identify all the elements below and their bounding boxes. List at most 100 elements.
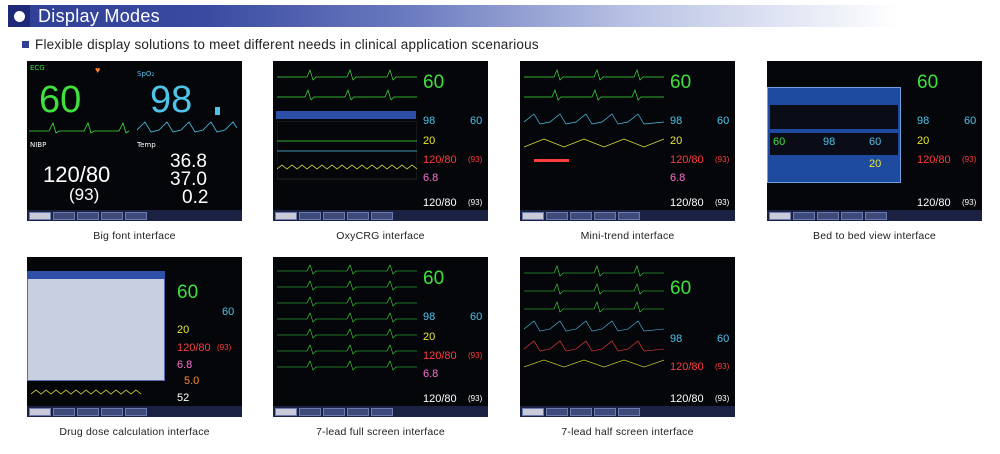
resp-waveform: [31, 389, 142, 395]
temp-1-value: 36.8: [170, 151, 207, 172]
drug-dose-screen: 60 60 20 120/80 (93) 6.8 5.0 52: [27, 257, 242, 417]
soft-key[interactable]: [618, 211, 640, 220]
mini-trend-caption: Mini-trend interface: [580, 230, 675, 242]
soft-key[interactable]: [546, 211, 568, 220]
hr-value: 60: [670, 278, 692, 299]
heart-icon: ♥: [95, 65, 101, 75]
soft-key[interactable]: [299, 211, 321, 220]
soft-key[interactable]: [323, 407, 345, 416]
soft-key[interactable]: [522, 407, 544, 416]
pr-value: 60: [964, 115, 977, 127]
nibp-list-mean: (93): [962, 198, 977, 207]
hr-value: 60: [917, 72, 939, 93]
soft-key[interactable]: [53, 407, 75, 416]
soft-key-bar: [273, 406, 488, 417]
big-font-screen: ECG ♥ 60 SpO₂ 98 NIBP 120/80 (93) Temp 3…: [27, 61, 242, 221]
nibp-list-mean: (93): [468, 394, 483, 403]
soft-key[interactable]: [594, 211, 616, 220]
soft-key[interactable]: [275, 211, 297, 220]
nibp-mean-value: (93): [715, 362, 730, 371]
temp-2-value: 37.0: [170, 169, 207, 190]
soft-key[interactable]: [323, 211, 345, 220]
co2-value: 6.8: [670, 172, 686, 184]
soft-key[interactable]: [522, 211, 544, 220]
temp-diff-value: 0.2: [182, 187, 209, 208]
co2-value: 6.8: [177, 359, 193, 371]
section-header-band: [8, 5, 898, 27]
soft-key[interactable]: [29, 211, 51, 220]
nibp-list-value: 120/80: [670, 393, 704, 405]
soft-key[interactable]: [546, 407, 568, 416]
soft-key[interactable]: [570, 407, 592, 416]
soft-key[interactable]: [29, 407, 51, 416]
soft-key[interactable]: [371, 407, 393, 416]
soft-key[interactable]: [125, 407, 147, 416]
nibp-list-value: 120/80: [423, 197, 457, 209]
pr-value: 60: [470, 115, 483, 127]
spo2-bar: [215, 107, 220, 115]
soft-key-bar: [27, 210, 242, 221]
soft-key[interactable]: [275, 407, 297, 416]
soft-key[interactable]: [77, 407, 99, 416]
inner-pr-value: 60: [869, 136, 882, 148]
nibp-list-value: 120/80: [917, 197, 951, 209]
ecg-label: ECG: [30, 64, 45, 72]
hr-value: 60: [177, 282, 199, 303]
heart-rate-value: 60: [39, 79, 82, 121]
nibp-value: 120/80: [43, 162, 111, 187]
spo2-value: 98: [670, 115, 683, 127]
section-bullet-icon: [8, 5, 30, 27]
soft-key[interactable]: [53, 211, 75, 220]
soft-key[interactable]: [865, 211, 887, 220]
soft-key-bar: [767, 210, 982, 221]
soft-key[interactable]: [841, 211, 863, 220]
nibp-list-value: 120/80: [670, 197, 704, 209]
soft-key[interactable]: [347, 407, 369, 416]
soft-key[interactable]: [77, 211, 99, 220]
big-font-caption: Big font interface: [93, 230, 176, 242]
soft-key[interactable]: [618, 407, 640, 416]
resp-value: 20: [917, 135, 930, 147]
co2-value: 6.8: [423, 368, 439, 380]
soft-key[interactable]: [817, 211, 839, 220]
inner-spo2-value: 98: [823, 136, 836, 148]
co2-value: 6.8: [423, 172, 439, 184]
pr-value: 60: [717, 333, 730, 345]
oxycrg-trends: [277, 121, 417, 180]
hr-value: 60: [423, 268, 445, 289]
bed-to-bed-caption: Bed to bed view interface: [813, 230, 936, 242]
inner-hr-value: 60: [773, 136, 786, 148]
bed-to-bed-screen: 60 98 60 20 60 98 60 20 120/80 (93) 120/…: [767, 61, 982, 221]
nibp-label: NIBP: [30, 141, 47, 149]
soft-key[interactable]: [769, 211, 791, 220]
lead7-half-caption: 7-lead half screen interface: [561, 426, 694, 438]
soft-key[interactable]: [594, 407, 616, 416]
soft-key[interactable]: [125, 211, 147, 220]
hr-value: 60: [423, 72, 445, 93]
nibp-value: 120/80: [423, 350, 457, 362]
soft-key[interactable]: [299, 407, 321, 416]
oxycrg-screen: 60 98 60 20 120/80 (93) 6.8 120/80 (93): [273, 61, 488, 221]
pr-value: 60: [717, 115, 730, 127]
hr-value: 60: [670, 72, 692, 93]
soft-key[interactable]: [793, 211, 815, 220]
spo2-value: 98: [670, 333, 683, 345]
soft-key[interactable]: [371, 211, 393, 220]
soft-key[interactable]: [101, 211, 123, 220]
drug-dose-caption: Drug dose calculation interface: [59, 426, 210, 438]
spo2-value: 98: [150, 79, 193, 121]
drug-dose-dialog: [27, 271, 165, 381]
soft-key[interactable]: [570, 211, 592, 220]
bed-view-params: [770, 133, 898, 155]
nibp-mean-value: (93): [468, 351, 483, 360]
soft-key[interactable]: [101, 407, 123, 416]
spo2-value: 98: [917, 115, 930, 127]
dialog-title-bar: [27, 271, 165, 279]
spo2-value: 60: [222, 306, 235, 318]
spo2-value: 98: [423, 311, 436, 323]
resp-value: 20: [177, 324, 190, 336]
resp-value: 20: [423, 331, 436, 343]
seven-lead-waveforms: [277, 264, 417, 371]
soft-key[interactable]: [347, 211, 369, 220]
oxycrg-toolbar: [276, 111, 416, 119]
